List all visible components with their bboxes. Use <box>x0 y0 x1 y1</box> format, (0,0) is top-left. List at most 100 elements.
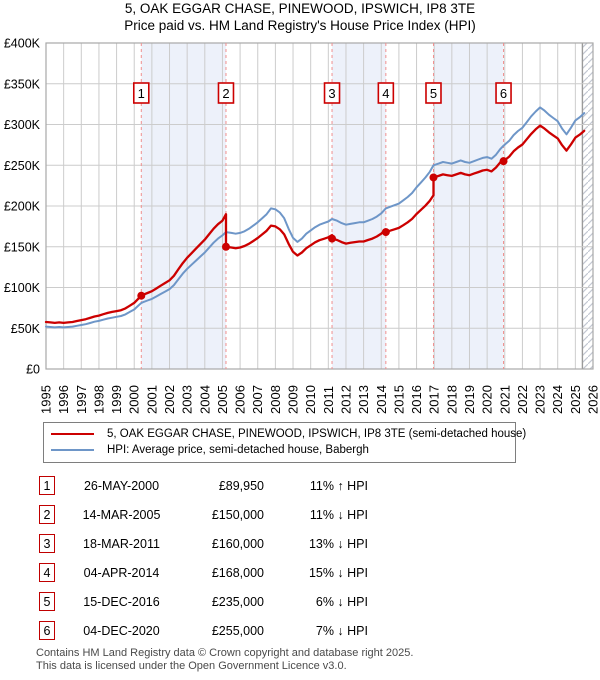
sale-vs-hpi: 7% ↓ HPI <box>315 623 368 638</box>
x-axis-label: 2023 <box>533 385 548 414</box>
x-axis-label: 2001 <box>144 385 159 414</box>
sale-price: £89,950 <box>218 478 264 493</box>
sale-number-flag <box>377 82 395 104</box>
sale-date: 18-MAR-2011 <box>83 536 160 551</box>
x-axis-label: 2019 <box>462 385 477 414</box>
x-axis-label: 2008 <box>268 385 283 414</box>
x-axis-label: 2005 <box>215 385 230 414</box>
footer-line-2: This data is licensed under the Open Gov… <box>36 660 347 672</box>
sale-date: 04-DEC-2020 <box>83 623 160 638</box>
sale-row: 5 15-DEC-2016 £235,000 6% ↓ HPI <box>36 587 376 616</box>
x-axis-label: 2025 <box>568 385 583 414</box>
sale-marker <box>137 291 146 300</box>
sale-number-flag <box>217 82 235 104</box>
sale-price: £160,000 <box>211 536 264 551</box>
y-axis-label: £200K <box>4 200 41 214</box>
x-axis-label: 1995 <box>39 385 54 414</box>
sale-vs-hpi: 6% ↓ HPI <box>315 594 368 609</box>
sale-number-badge: 6 <box>39 621 55 640</box>
legend-label: 5, OAK EGGAR CHASE, PINEWOOD, IPSWICH, I… <box>107 428 527 440</box>
legend-line-hpi <box>51 449 94 451</box>
x-axis-label: 2017 <box>427 385 442 414</box>
sale-number-badge: 3 <box>39 534 55 553</box>
sale-date: 14-MAR-2005 <box>82 507 161 522</box>
sale-number-flag <box>132 82 150 104</box>
legend-label: HPI: Average price, semi-detached house,… <box>107 444 369 456</box>
x-axis-label: 1996 <box>56 385 71 414</box>
x-axis-label: 2004 <box>197 385 212 414</box>
x-axis-label: 1999 <box>109 385 124 414</box>
sale-row: 1 26-MAY-2000 £89,950 11% ↑ HPI <box>36 471 376 500</box>
sale-vs-hpi: 11% ↑ HPI <box>309 478 368 493</box>
x-axis-label: 2006 <box>233 385 248 414</box>
y-axis-label: £150K <box>4 240 41 254</box>
x-axis-label: 2010 <box>303 385 318 414</box>
x-axis-label: 2007 <box>250 385 265 414</box>
x-axis-label: 2022 <box>515 385 530 414</box>
footer-line-1: Contains HM Land Registry data © Crown c… <box>36 647 414 659</box>
legend-item: HPI: Average price, semi-detached house,… <box>44 442 515 458</box>
sale-number-badge: 1 <box>39 476 55 495</box>
y-axis-label: £0 <box>26 363 40 377</box>
sale-price: £235,000 <box>211 594 264 609</box>
legend-item: 5, OAK EGGAR CHASE, PINEWOOD, IPSWICH, I… <box>44 426 526 442</box>
sale-row: 3 18-MAR-2011 £160,000 13% ↓ HPI <box>36 529 376 558</box>
sale-number-badge: 2 <box>39 505 55 524</box>
hpi-line <box>45 106 586 329</box>
x-axis-label: 2018 <box>444 385 459 414</box>
y-axis-label: £50K <box>11 322 41 336</box>
page-title: 5, OAK EGGAR CHASE, PINEWOOD, IPSWICH, I… <box>124 1 476 16</box>
sale-marker <box>429 173 438 182</box>
sale-vs-hpi: 13% ↓ HPI <box>308 536 368 551</box>
sale-number-badge: 5 <box>39 592 55 611</box>
x-axis-label: 1997 <box>74 385 89 414</box>
x-axis-label: 2016 <box>409 385 424 414</box>
legend: 5, OAK EGGAR CHASE, PINEWOOD, IPSWICH, I… <box>43 422 526 463</box>
x-axis-label: 2012 <box>338 385 353 414</box>
x-axis-label: 2021 <box>497 385 512 414</box>
sale-price: £150,000 <box>211 507 264 522</box>
y-axis-label: £250K <box>4 159 41 173</box>
sale-number-flag-label: 6 <box>500 86 507 101</box>
x-axis-label: 2003 <box>180 385 195 414</box>
sale-number-badge: 4 <box>39 563 55 582</box>
sale-number-flag-label: 3 <box>328 86 335 101</box>
x-axis-label: 2011 <box>321 386 336 414</box>
sale-number-flag <box>323 82 341 104</box>
sale-marker <box>381 228 390 237</box>
plot-border <box>45 42 594 370</box>
sale-marker <box>499 157 508 166</box>
y-axis-label: £350K <box>4 77 41 91</box>
x-axis-label: 2014 <box>374 385 389 414</box>
sale-number-flag-label: 1 <box>138 86 145 101</box>
x-axis-label: 2026 <box>586 385 600 414</box>
sale-number-flag <box>425 82 442 104</box>
sale-marker <box>328 234 337 243</box>
x-axis-label: 2002 <box>162 385 177 414</box>
x-axis-label: 2024 <box>550 385 565 414</box>
y-axis-label: £100K <box>4 281 41 295</box>
chart-layers: 1 2 3 4 5 6 £0 £50K £100K £150K £200K £250K £300K £35… <box>4 37 600 415</box>
sale-number-flag-label: 5 <box>430 86 437 101</box>
x-axis-label: 1998 <box>91 385 106 414</box>
x-axis-label: 2020 <box>480 385 495 414</box>
sale-number-flag-label: 4 <box>382 86 389 101</box>
sale-row: 6 04-DEC-2020 £255,000 7% ↓ HPI <box>36 616 376 645</box>
x-axis-label: 2013 <box>356 385 371 414</box>
sale-number-flag <box>495 82 512 104</box>
legend-line-price-paid <box>51 433 94 435</box>
x-axis-label: 2000 <box>127 385 142 414</box>
sales-table: 1 26-MAY-2000 £89,950 11% ↑ HPI 2 14-MAR-2005… <box>36 471 376 645</box>
sale-number-flag-label: 2 <box>222 86 229 101</box>
sale-marker <box>221 242 230 251</box>
x-axis-label: 2015 <box>391 385 406 414</box>
sale-row: 4 04-APR-2014 £168,000 15% ↓ HPI <box>36 558 376 587</box>
sale-date: 04-APR-2014 <box>83 565 160 580</box>
footer: Contains HM Land Registry data © Crown c… <box>36 647 596 673</box>
sale-vs-hpi: 11% ↓ HPI <box>309 507 368 522</box>
price-chart: 1 2 3 4 5 6 £0 £50K £100K £150K £200K £250K £300K £35… <box>4 37 600 415</box>
sale-price: £168,000 <box>211 565 264 580</box>
sale-date: 15-DEC-2016 <box>83 594 160 609</box>
x-axis-label: 2009 <box>286 385 301 414</box>
